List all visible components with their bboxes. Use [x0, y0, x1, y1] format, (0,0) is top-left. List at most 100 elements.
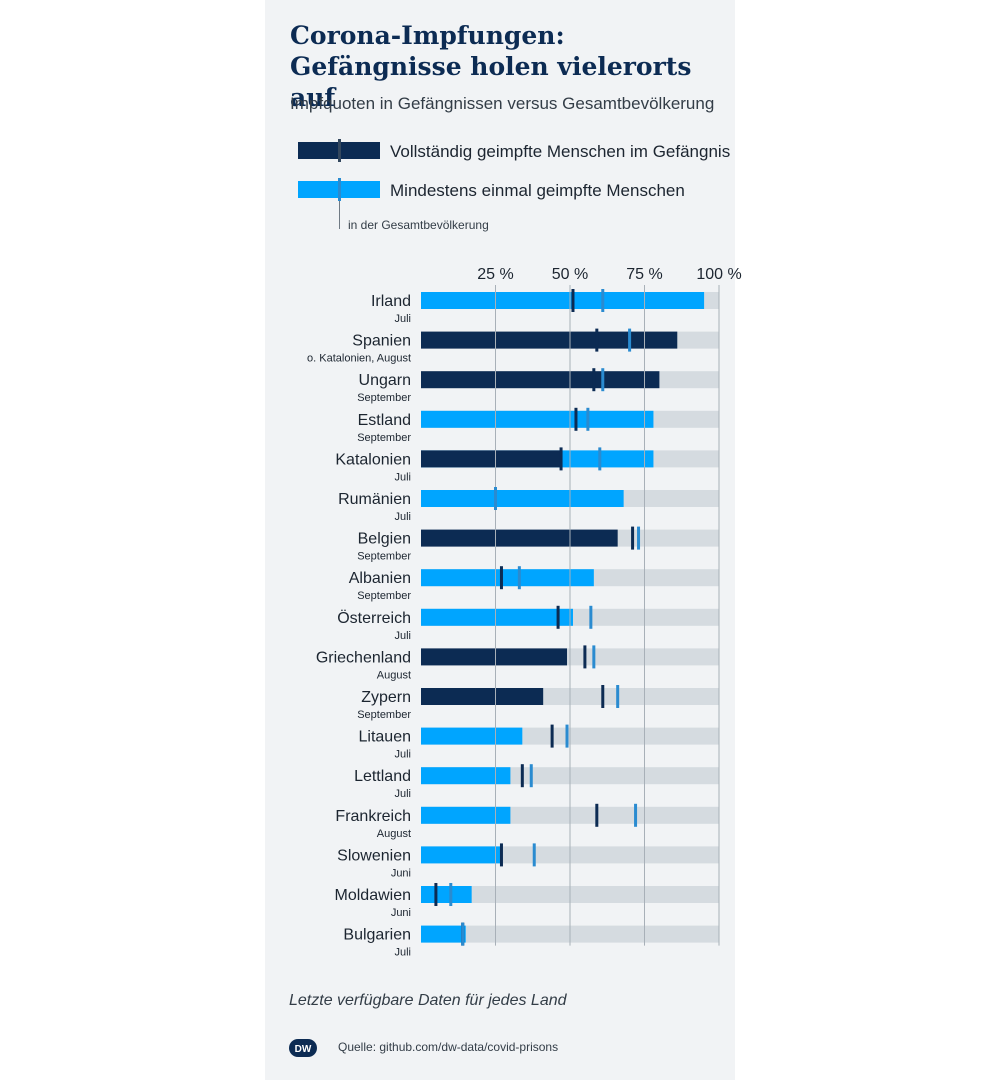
date-label: Juli [394, 947, 411, 959]
date-label: Juli [394, 630, 411, 642]
date-label: Juli [394, 749, 411, 761]
marker-pop-full [571, 289, 575, 312]
marker-pop-full [559, 447, 563, 471]
country-label: Ungarn [359, 372, 411, 389]
marker-pop-full [601, 685, 605, 708]
bar-once [421, 806, 511, 824]
bar-once [421, 846, 502, 864]
bar-full [421, 688, 544, 705]
country-label: Frankreich [335, 808, 411, 825]
date-label: August [377, 828, 411, 840]
marker-pop-once [592, 645, 596, 669]
marker-pop-full [520, 764, 524, 788]
date-label: Juli [394, 471, 411, 483]
marker-pop-once [637, 526, 641, 550]
country-label: Griechenland [316, 649, 411, 666]
bar-full [421, 648, 568, 666]
title-line-2: Gefängnisse holen vielerorts auf [290, 52, 692, 112]
country-label: Moldawien [335, 887, 411, 904]
date-label: Juli [394, 313, 411, 325]
date-label: Juni [391, 867, 411, 879]
country-label: Zypern [361, 689, 411, 706]
marker-pop-full [550, 724, 554, 748]
legend-marker-full [338, 139, 341, 162]
marker-pop-full [583, 645, 587, 669]
x-tick-label: 25 % [477, 266, 513, 283]
date-label: September [357, 709, 411, 721]
country-label: Albanien [349, 570, 411, 587]
bar-chart: 25 % 50 % 75 % 100 % Irland Juli Spanien o. Kat… [307, 266, 742, 959]
marker-pop-full [556, 605, 560, 629]
marker-pop-once [601, 368, 605, 392]
legend-marker-note: in der Gesamtbevölkerung [348, 218, 489, 232]
legend-graphic [298, 139, 380, 229]
marker-pop-once [532, 843, 536, 867]
marker-pop-full [499, 566, 503, 590]
bar-once [421, 767, 511, 785]
marker-pop-once [565, 724, 569, 748]
chart-title: Corona-Impfungen: Gefängnisse holen viel… [290, 20, 730, 113]
marker-pop-once [616, 685, 620, 708]
dw-logo-icon: DW [289, 1039, 317, 1057]
legend-label-full: Vollständig geimpfte Menschen im Gefängn… [390, 142, 731, 161]
date-label: August [377, 669, 411, 681]
marker-pop-once [586, 407, 590, 431]
country-label: Österreich [337, 609, 411, 627]
dw-logo-text: DW [295, 1044, 312, 1055]
date-label: September [357, 432, 411, 444]
date-label: Juli [394, 511, 411, 523]
country-label: Katalonien [335, 451, 411, 468]
marker-pop-full [631, 526, 635, 550]
marker-pop-once [517, 566, 521, 590]
country-label: Rumänien [338, 491, 411, 508]
bar-once [421, 925, 466, 943]
marker-pop-once [589, 605, 593, 629]
date-label: Juli [394, 788, 411, 800]
bar-once [421, 608, 573, 626]
country-label: Estland [358, 412, 411, 429]
bar-full [421, 371, 660, 389]
footnote: Letzte verfügbare Daten für jedes Land [289, 992, 567, 1009]
country-label: Belgien [358, 531, 411, 548]
bar-once [421, 490, 624, 507]
bar-full [421, 331, 678, 349]
marker-pop-once [628, 328, 632, 352]
date-label: September [357, 590, 411, 602]
source-note: Quelle: github.com/dw-data/covid-prisons [338, 1040, 559, 1054]
country-label: Spanien [352, 333, 411, 350]
country-label: Bulgarien [343, 927, 411, 944]
marker-pop-full [592, 368, 596, 392]
bar-once [421, 410, 654, 428]
x-tick-label: 75 % [626, 266, 662, 283]
bar-once [421, 727, 523, 745]
bar-once [421, 569, 594, 587]
country-label: Irland [371, 293, 411, 310]
legend-label-once: Mindestens einmal geimpfte Menschen [390, 181, 685, 200]
bar-full [421, 529, 618, 547]
marker-pop-once [461, 922, 465, 946]
country-label: Litauen [359, 729, 412, 746]
chart-subtitle: Impfquoten in Gefängnissen versus Gesamt… [290, 94, 715, 113]
marker-pop-once [634, 803, 638, 827]
date-label: September [357, 551, 411, 563]
marker-pop-full [434, 883, 438, 906]
bar-full [421, 450, 562, 468]
country-label: Lettland [354, 768, 411, 785]
date-label: Juni [391, 907, 411, 919]
marker-pop-full [595, 328, 599, 352]
title-line-1: Corona-Impfungen: [290, 21, 565, 50]
date-label: September [357, 392, 411, 404]
bar-once [421, 886, 472, 903]
marker-pop-once [529, 764, 533, 788]
marker-pop-once [449, 883, 453, 906]
marker-pop-full [574, 407, 578, 431]
x-tick-label: 50 % [552, 266, 588, 283]
date-label: o. Katalonien, August [307, 353, 411, 365]
marker-pop-once [494, 487, 497, 510]
bar-once [421, 292, 705, 309]
marker-pop-once [601, 289, 605, 312]
country-label: Slowenien [337, 847, 411, 864]
marker-pop-once [598, 447, 602, 471]
marker-pop-full [499, 843, 503, 867]
marker-pop-full [595, 803, 599, 827]
